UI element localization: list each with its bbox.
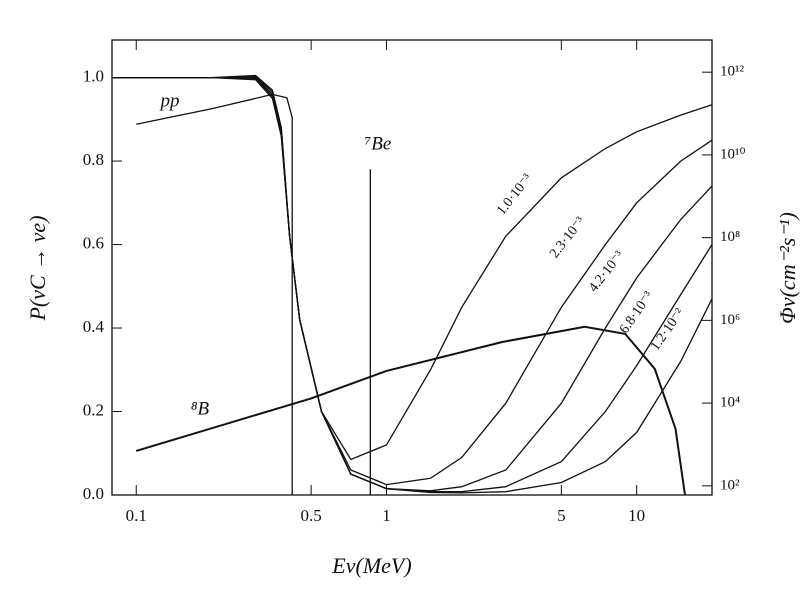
curve	[112, 75, 713, 486]
y-tick-label: 0.0	[83, 484, 104, 503]
x-tick-label: 1	[382, 506, 391, 525]
x-tick-label: 0.5	[301, 506, 322, 525]
y-tick-label: 0.2	[83, 400, 104, 419]
curve-label: 1.2·10⁻²	[648, 306, 688, 354]
x-tick-label: 5	[557, 506, 566, 525]
y-tick-label: 1.0	[83, 66, 104, 85]
x-tick-label: 10	[628, 506, 645, 525]
y-tick-label: 0.6	[83, 233, 104, 252]
curve	[136, 93, 293, 495]
curve-label: 2.3·10⁻³	[547, 214, 588, 261]
curve-label: 6.8·10⁻³	[617, 289, 657, 337]
x-axis-label: Eν(MeV)	[331, 553, 411, 578]
y-tick-label: 0.8	[83, 150, 104, 169]
y-tick-label: 0.4	[83, 317, 105, 336]
y2-tick-label: 10¹⁰	[720, 146, 746, 162]
plot-frame	[111, 39, 713, 496]
curve-label: ⁸B	[191, 398, 210, 419]
y-axis-label: P(νC → νe)	[25, 215, 50, 321]
curve	[135, 325, 686, 496]
y2-tick-label: 10²	[720, 477, 740, 493]
curve	[112, 74, 713, 461]
y2-axis-label: Φν(cm⁻²s⁻¹)	[775, 212, 800, 324]
curve-label: ⁷Be	[365, 133, 392, 154]
y2-tick-label: 10⁸	[720, 229, 740, 245]
x-tick-label: 0.1	[126, 506, 147, 525]
y2-tick-label: 10⁴	[720, 395, 740, 411]
y2-tick-label: 10⁶	[720, 312, 740, 328]
curve-label: pp	[159, 90, 180, 111]
curve-label: 4.2·10⁻³	[586, 248, 627, 295]
y2-tick-label: 10¹²	[720, 64, 744, 80]
